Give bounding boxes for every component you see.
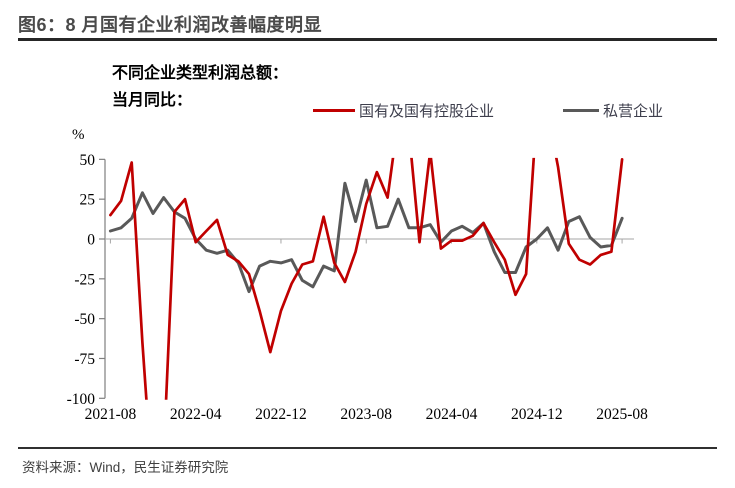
y-axis-tick-label: -25 [74,271,95,288]
legend-item-soe: 国有及国有控股企业 [313,100,494,121]
x-axis-tick-label: 2022-12 [255,406,307,423]
private-legend-swatch [563,109,599,112]
soe-legend-label: 国有及国有控股企业 [359,104,495,120]
y-axis-unit-label: % [72,127,85,143]
y-axis-tick-label: 0 [87,232,95,249]
private-enterprise-line [108,178,624,294]
y-axis-tick-label: -100 [67,391,96,408]
y-axis-tick-label: 25 [80,192,96,209]
x-axis-tick-label: 2024-12 [511,406,563,423]
x-axis-tick-label: 2021-08 [85,406,137,423]
x-axis-tick-label: 2023-08 [340,406,392,423]
bottom-divider [18,447,717,449]
legend-item-private: 私营企业 [563,100,663,121]
x-axis-tick-label: 2025-08 [596,406,648,423]
title-divider [18,38,717,41]
soe-line [109,157,624,400]
x-axis-tick-label: 2024-04 [426,406,478,423]
y-axis-tick-label: -75 [74,351,95,368]
soe-legend-swatch [313,109,355,112]
figure-title: 图6：8 月国有企业利润改善幅度明显 [18,15,323,35]
x-axis-tick-label: 2022-04 [170,406,222,423]
source-note: 资料来源：Wind，民生证券研究院 [22,460,229,475]
annotation-line-2: 当月同比： [112,92,193,109]
private-legend-label: 私营企业 [603,104,664,120]
chart-annotation: 不同企业类型利润总额： 当月同比： [112,60,288,114]
y-axis-tick-label: 50 [80,152,96,169]
annotation-line-1: 不同企业类型利润总额： [112,65,289,82]
y-axis-tick-label: -50 [74,311,95,328]
